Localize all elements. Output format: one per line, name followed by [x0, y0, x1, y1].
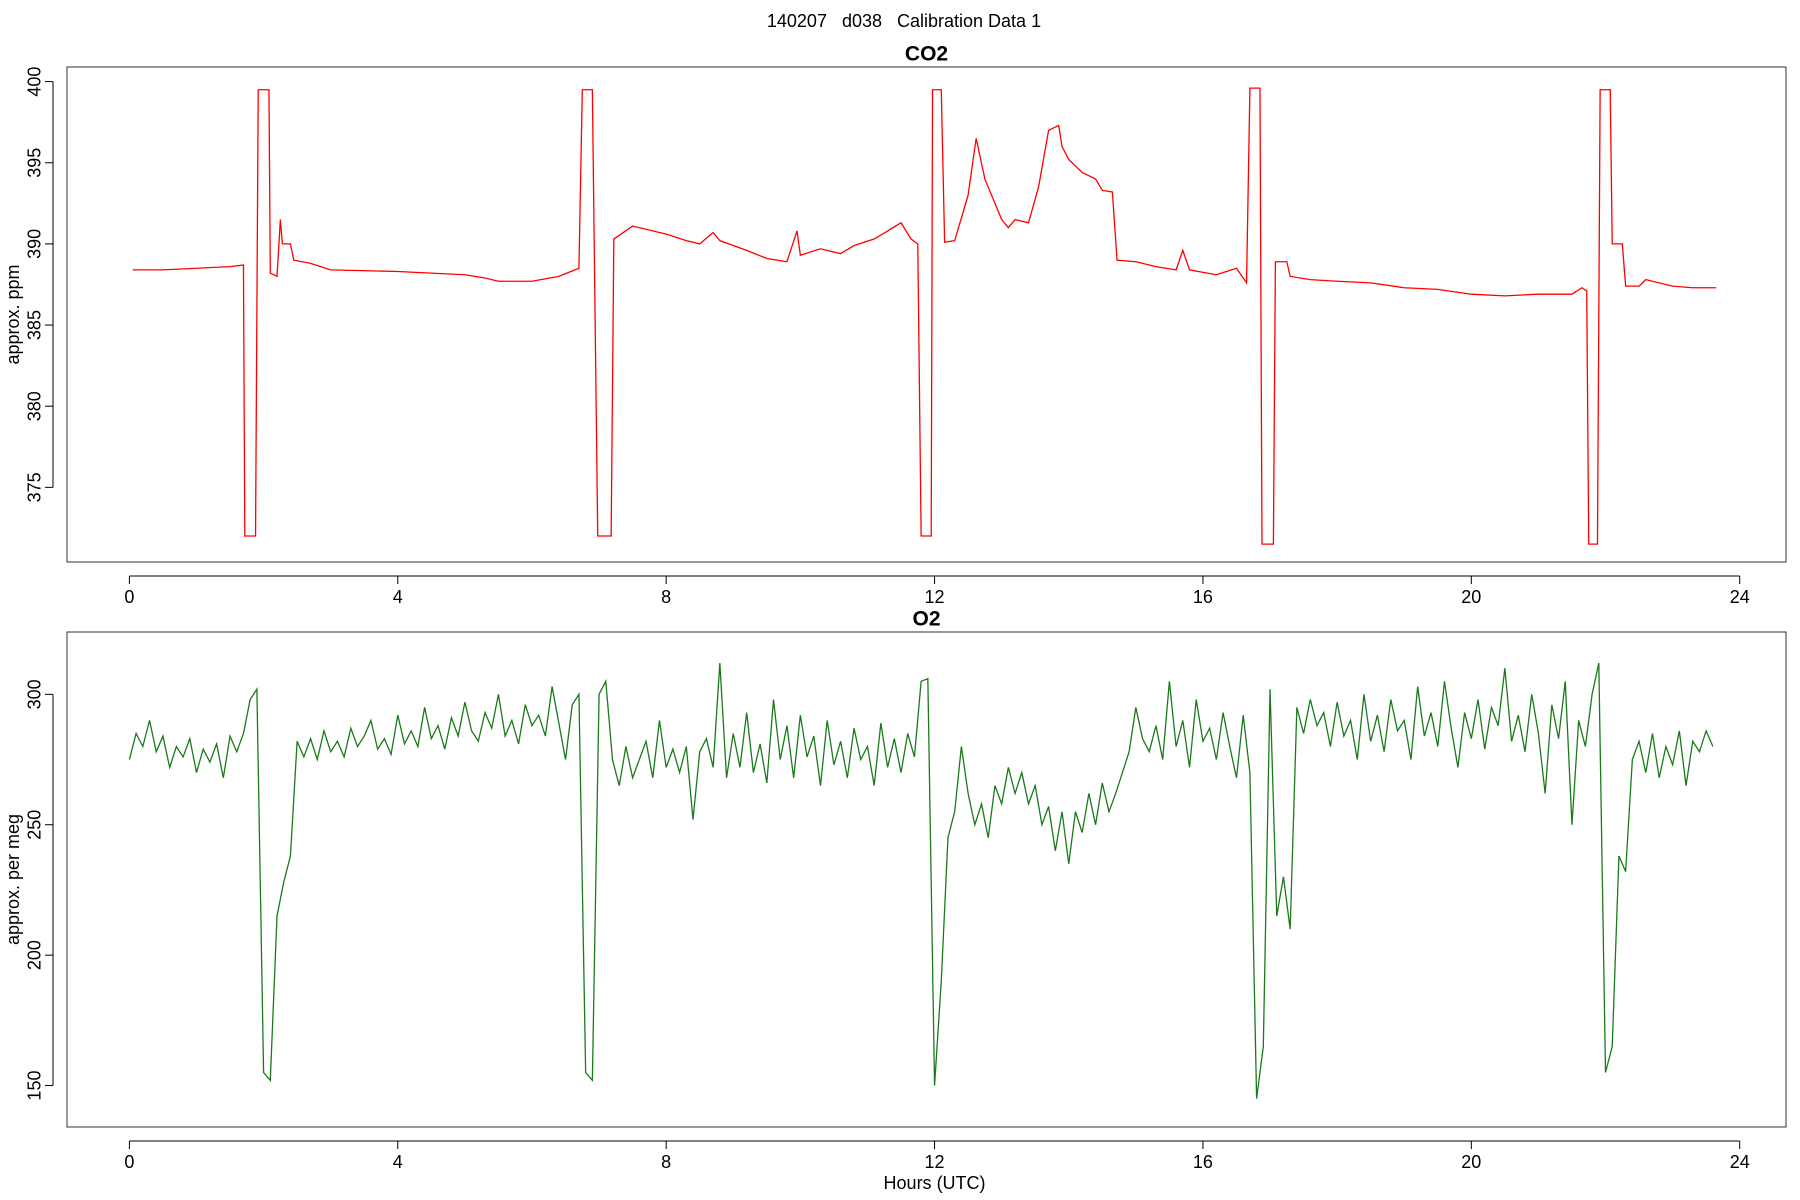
- panel-title: O2: [912, 608, 940, 631]
- panel: CO2 0 4 8 12 16 20 24 375 380 385 390 395 400 approx. …: [3, 43, 1787, 607]
- y-tick-label: 375: [25, 472, 45, 502]
- x-tick-label: 24: [1730, 1152, 1750, 1172]
- y-tick-label: 385: [25, 310, 45, 340]
- plot-frame: [66, 631, 1787, 1128]
- x-tick-label: 8: [661, 1152, 671, 1172]
- x-tick-label: 24: [1730, 587, 1750, 607]
- x-tick-label: 4: [393, 1152, 403, 1172]
- panel-title: CO2: [905, 43, 948, 66]
- data-line: [128, 662, 1714, 1099]
- x-tick-label: 20: [1461, 587, 1481, 607]
- y-tick-label: 400: [25, 67, 45, 97]
- y-tick-label: 380: [25, 391, 45, 421]
- y-tick-label: 390: [25, 229, 45, 259]
- page-title: 140207 d038 Calibration Data 1: [767, 11, 1041, 31]
- y-tick-label: 395: [25, 148, 45, 178]
- x-tick-label: 16: [1193, 1152, 1213, 1172]
- y-tick-label: 200: [25, 940, 45, 970]
- y-tick-label: 300: [25, 679, 45, 709]
- y-tick-label: 250: [25, 810, 45, 840]
- panel: O2 0 4 8 12 16 20 24 150 200 250 300 approx. per meg…: [3, 608, 1787, 1193]
- x-tick-label: 16: [1193, 587, 1213, 607]
- plot-frame: [66, 66, 1787, 563]
- x-axis-label: Hours (UTC): [884, 1173, 986, 1193]
- y-axis-label: approx. ppm: [3, 264, 23, 364]
- x-tick-label: 12: [925, 1152, 945, 1172]
- x-tick-label: 20: [1461, 1152, 1481, 1172]
- x-tick-label: 4: [393, 587, 403, 607]
- y-tick-label: 150: [25, 1071, 45, 1101]
- x-tick-label: 0: [124, 1152, 134, 1172]
- x-tick-label: 12: [925, 587, 945, 607]
- y-axis-label: approx. per meg: [3, 814, 23, 945]
- x-tick-label: 0: [124, 587, 134, 607]
- data-line: [132, 87, 1717, 545]
- x-tick-label: 8: [661, 587, 671, 607]
